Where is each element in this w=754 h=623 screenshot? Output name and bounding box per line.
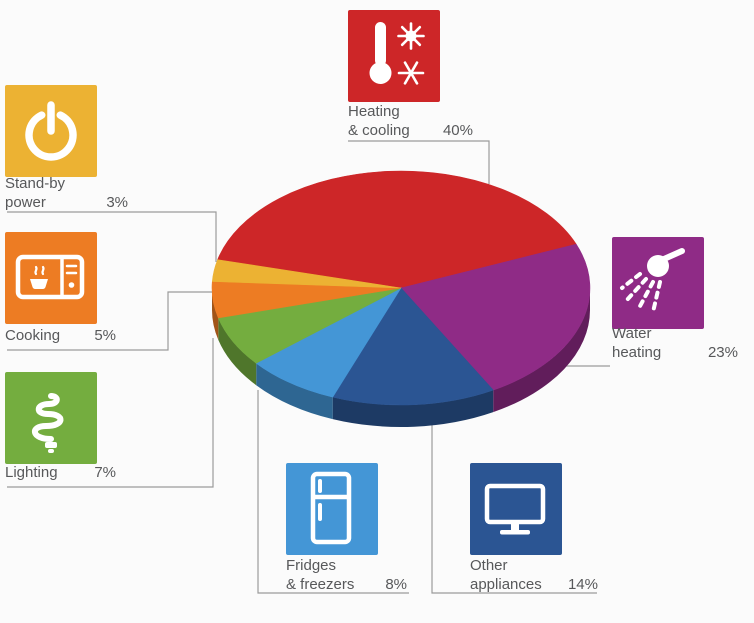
- microwave-icon: [15, 254, 85, 300]
- power-icon: [25, 101, 77, 161]
- other-appliances-label: Other appliances 14%: [470, 557, 598, 594]
- standby-power-label: Stand-by power 3%: [5, 175, 128, 212]
- cooking-value: 5%: [94, 327, 116, 344]
- pie-slice-heating-cooling: [217, 170, 577, 289]
- pie-slice-other-appliances: [332, 287, 494, 406]
- water-heating-label: Water heating 23%: [612, 325, 738, 362]
- pie-slice-side-other-appliances: [332, 390, 494, 427]
- monitor-icon: [484, 483, 546, 535]
- pie-slice-water-heating: [400, 243, 591, 391]
- label-line: Other: [470, 557, 508, 574]
- label-line: Fridges: [286, 557, 337, 574]
- standby-power-value: 3%: [106, 193, 128, 211]
- thermometer-sun-snowflake-icon: [369, 22, 425, 85]
- heating-cooling-tile: [348, 10, 440, 102]
- label-line: Stand-by: [5, 175, 66, 192]
- lighting-label: Lighting 7%: [5, 464, 116, 483]
- leader-line: [348, 140, 490, 184]
- label-line: Cooking: [5, 327, 61, 344]
- label-line: appliances: [470, 575, 542, 593]
- label-line: Heating: [348, 103, 400, 120]
- water-heating-value: 23%: [707, 343, 738, 361]
- leader-line: [7, 291, 212, 351]
- cooking-label: Cooking 5%: [5, 327, 116, 346]
- water-heating-tile: [612, 237, 704, 329]
- label-line: & cooling: [348, 121, 410, 139]
- heating-cooling-value: 40%: [442, 121, 473, 139]
- label-line: & freezers: [286, 575, 355, 593]
- heating-cooling-label: Heating & cooling 40%: [348, 103, 473, 140]
- pie-slice-side-cooking: [212, 288, 219, 340]
- label-line: Water: [612, 325, 652, 342]
- lighting-tile: [5, 372, 97, 464]
- label-line: heating: [612, 343, 662, 361]
- leader-line: [431, 424, 597, 594]
- label-line: Lighting: [5, 464, 58, 481]
- lighting-value: 7%: [94, 464, 116, 481]
- pie-slice-side-water-heating: [493, 288, 590, 413]
- cooking-tile: [5, 232, 97, 324]
- leader-line: [257, 390, 409, 594]
- label-line: power: [5, 193, 46, 211]
- leader-line: [7, 211, 217, 262]
- fridge-icon: [310, 471, 352, 545]
- standby-power-tile: [5, 85, 97, 177]
- pie-slice-side-fridges-freezers: [256, 363, 333, 420]
- pie-slice-fridges-freezers: [255, 287, 402, 398]
- cfl-bulb-icon: [32, 393, 64, 453]
- other-appliances-tile: [470, 463, 562, 555]
- pie-slice-side-lighting: [218, 317, 257, 386]
- leader-line: [7, 338, 214, 488]
- other-appliances-value: 14%: [567, 575, 598, 593]
- pie-slice-standby-power: [211, 259, 402, 289]
- shower-icon: [620, 248, 685, 314]
- fridges-freezers-label: Fridges & freezers 8%: [286, 557, 407, 594]
- fridges-freezers-tile: [286, 463, 378, 555]
- fridges-freezers-value: 8%: [385, 575, 407, 593]
